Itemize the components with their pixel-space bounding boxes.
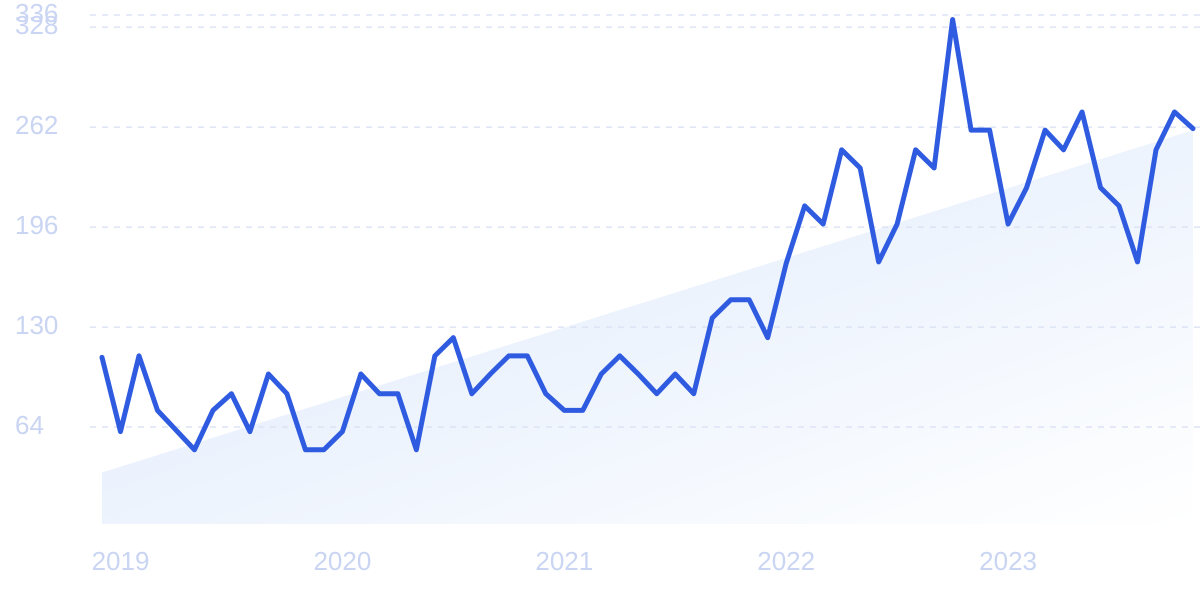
data-line bbox=[99, 17, 1196, 453]
y-tick-label: 262 bbox=[15, 110, 58, 140]
x-tick-label: 2021 bbox=[535, 546, 593, 576]
y-tick-label: 130 bbox=[15, 310, 58, 340]
y-tick-label: 196 bbox=[15, 210, 58, 240]
x-tick-label: 2023 bbox=[979, 546, 1037, 576]
y-tick-label: 64 bbox=[15, 410, 44, 440]
y-tick-label: 328 bbox=[15, 10, 58, 40]
x-tick-label: 2022 bbox=[757, 546, 815, 576]
x-tick-label: 2019 bbox=[92, 546, 150, 576]
y-tick-label: 336 bbox=[15, 0, 58, 28]
x-tick-label: 2020 bbox=[313, 546, 371, 576]
